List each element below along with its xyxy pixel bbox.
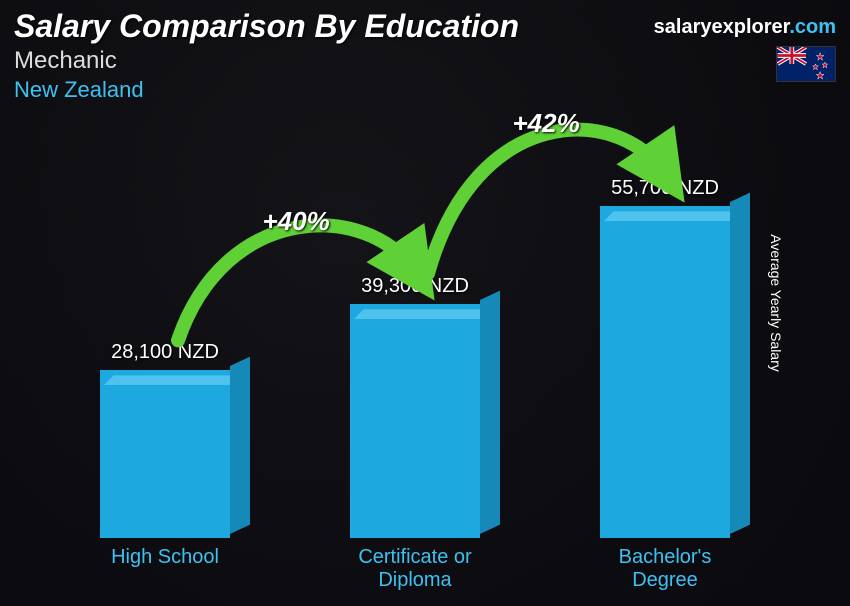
flag-icon [776, 46, 836, 82]
bar-group: 55,700 NZD Bachelor's Degree [540, 140, 790, 596]
bar-value-label: 55,700 NZD [611, 177, 719, 200]
chart-country: New Zealand [14, 77, 836, 103]
brand-logo: salaryexplorer.com [654, 16, 836, 39]
bar-group: 28,100 NZD High School [40, 140, 290, 596]
brand-text-b: .com [789, 16, 836, 38]
bar-value-label: 28,100 NZD [111, 341, 219, 364]
chart-subtitle: Mechanic [14, 47, 836, 75]
bar-x-label: Bachelor's Degree [619, 546, 712, 596]
bar [100, 370, 230, 538]
bar-value-label: 39,300 NZD [361, 275, 469, 298]
brand-text-a: salaryexplorer [654, 16, 790, 38]
growth-arc-label: +40% [263, 206, 330, 237]
bar-x-label: High School [111, 546, 219, 596]
bar [600, 206, 730, 538]
chart-area: 28,100 NZD High School 39,300 NZD Certifica… [40, 140, 790, 596]
bar [350, 304, 480, 538]
bar-x-label: Certificate or Diploma [358, 546, 471, 596]
growth-arc-label: +42% [513, 108, 580, 139]
